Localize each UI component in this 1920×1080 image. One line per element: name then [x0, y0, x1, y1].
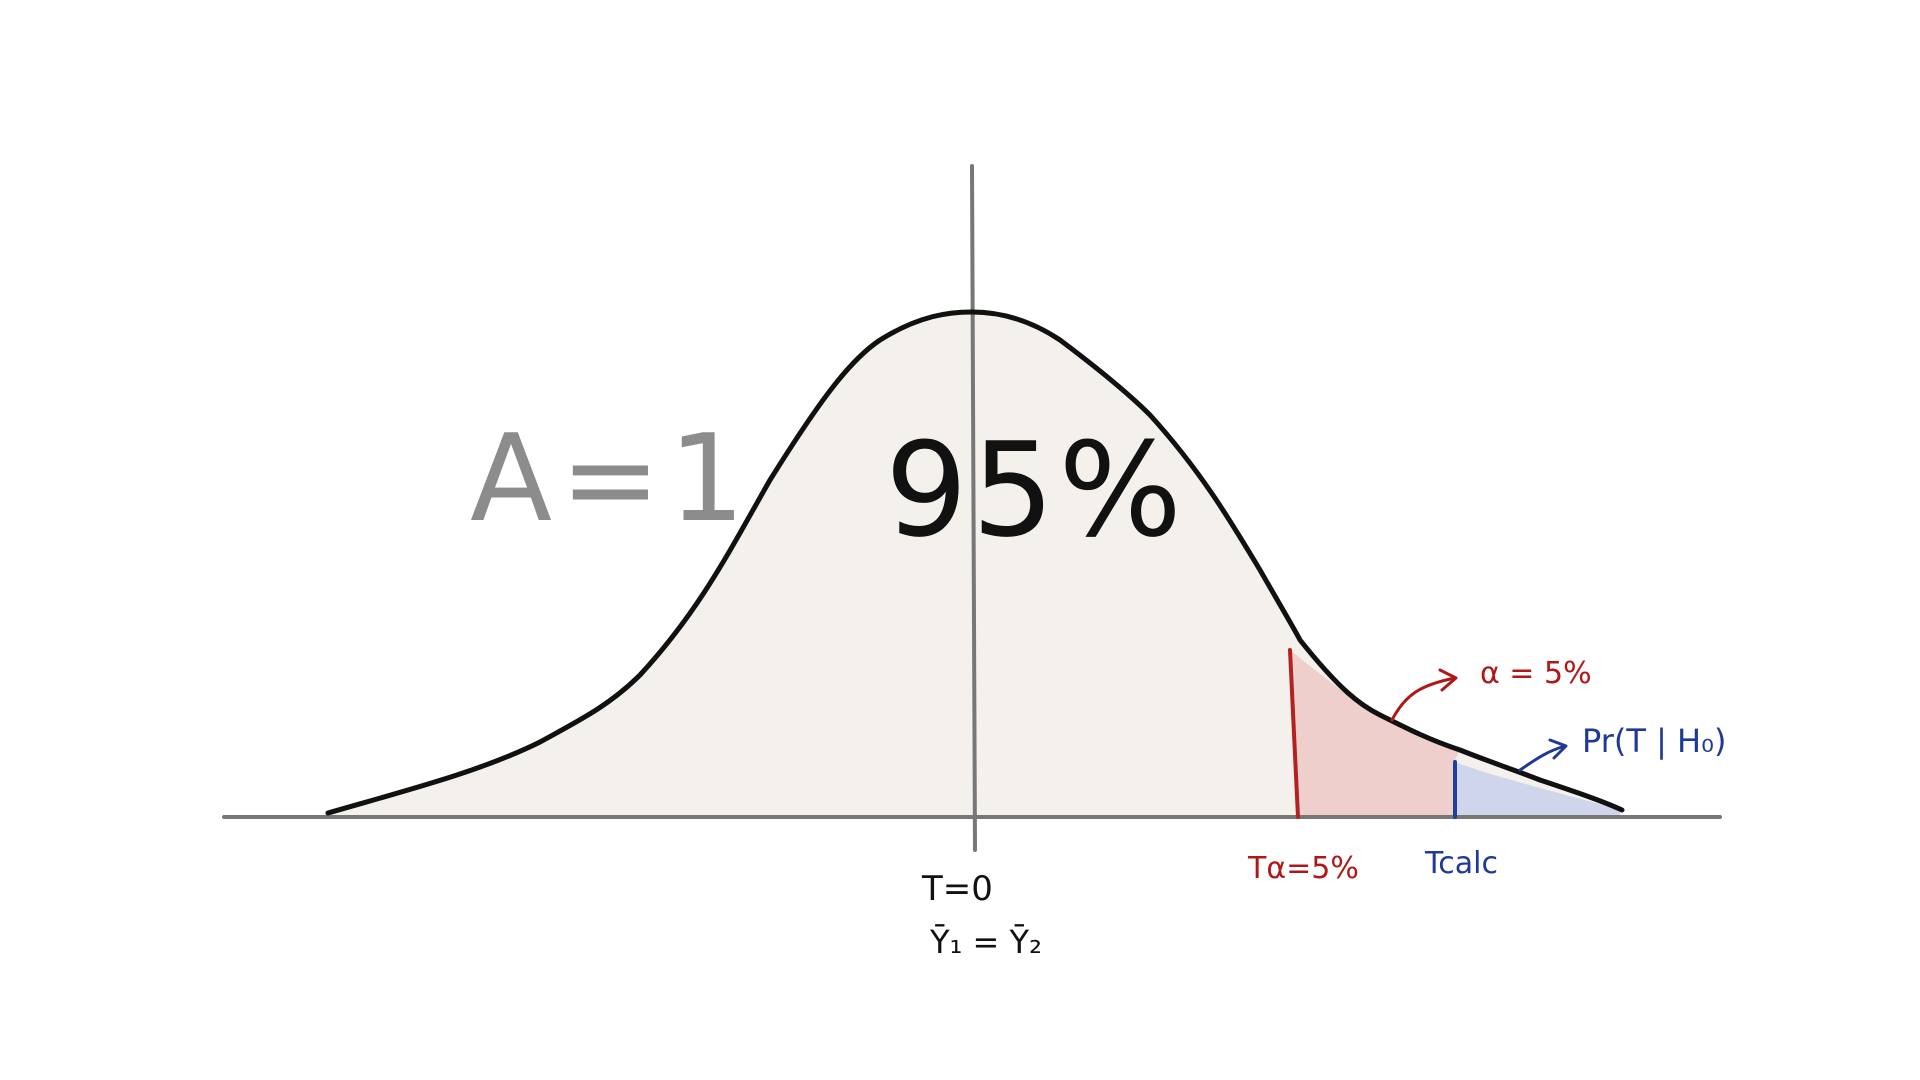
area-label: A=1 — [470, 410, 753, 549]
pvalue-arrow-head — [1548, 738, 1568, 760]
t-alpha-line — [1288, 648, 1300, 819]
center-axis — [970, 164, 977, 852]
bell-curve — [325, 309, 1625, 816]
alpha-label: α = 5% — [1480, 656, 1592, 691]
t-calc-label: Tcalc — [1424, 846, 1498, 881]
alpha-arrow-head — [1438, 668, 1458, 692]
alpha-region-fill — [1290, 650, 1460, 818]
alpha-arrow — [1390, 676, 1457, 722]
pvalue-region-fill — [1455, 762, 1620, 818]
means-equal-label: Ȳ₁ = Ȳ₂ — [929, 923, 1042, 961]
t-alpha-label: Tα=5% — [1247, 851, 1359, 886]
t-zero-label: T=0 — [921, 869, 993, 909]
pvalue-arrow — [1518, 744, 1567, 772]
pvalue-label: Pr(T | H₀) — [1582, 722, 1726, 760]
center-percentage-label: 95% — [885, 414, 1186, 566]
